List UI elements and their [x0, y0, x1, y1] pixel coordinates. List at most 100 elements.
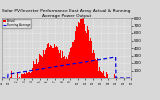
Bar	[11, 71, 12, 78]
Bar	[92, 52, 93, 78]
Bar	[89, 42, 90, 78]
Bar	[59, 48, 60, 78]
Title: Solar PV/Inverter Performance East Array Actual & Running Average Power Output: Solar PV/Inverter Performance East Array…	[2, 9, 131, 18]
Bar	[87, 26, 88, 78]
Bar	[96, 60, 97, 78]
Bar	[79, 23, 80, 78]
Bar	[66, 57, 67, 78]
Bar	[107, 74, 108, 78]
Bar	[83, 18, 84, 78]
Bar	[97, 58, 98, 78]
Bar	[74, 40, 75, 78]
Bar	[49, 46, 50, 78]
Bar	[114, 74, 115, 78]
Bar	[30, 73, 31, 78]
Bar	[35, 64, 36, 78]
Bar	[17, 72, 18, 78]
Bar	[80, 19, 81, 78]
Bar	[77, 27, 78, 78]
Bar	[104, 77, 105, 78]
Bar	[25, 74, 26, 78]
Bar	[88, 30, 89, 78]
Bar	[58, 50, 59, 78]
Bar	[44, 54, 45, 78]
Bar	[93, 50, 94, 78]
Bar	[27, 73, 28, 78]
Bar	[71, 47, 72, 78]
Bar	[65, 58, 66, 78]
Bar	[68, 55, 69, 78]
Bar	[103, 70, 104, 78]
Bar	[13, 74, 14, 78]
Bar	[26, 71, 27, 78]
Bar	[62, 54, 63, 78]
Bar	[95, 59, 96, 78]
Bar	[86, 33, 87, 78]
Bar	[24, 73, 25, 78]
Bar	[81, 19, 82, 78]
Bar	[55, 47, 56, 78]
Bar	[36, 59, 37, 78]
Bar	[51, 46, 52, 78]
Bar	[45, 50, 46, 78]
Bar	[32, 68, 33, 78]
Bar	[75, 36, 76, 78]
Bar	[98, 71, 99, 78]
Bar	[102, 73, 103, 78]
Bar	[34, 64, 35, 78]
Bar	[115, 77, 116, 78]
Bar	[29, 72, 30, 78]
Bar	[41, 56, 42, 78]
Bar	[19, 77, 20, 78]
Bar	[21, 74, 22, 78]
Bar	[67, 59, 68, 78]
Bar	[38, 62, 39, 78]
Bar	[68, 52, 69, 78]
Bar	[101, 74, 102, 78]
Bar	[90, 38, 91, 78]
Bar	[22, 74, 23, 78]
Bar	[91, 41, 92, 78]
Bar	[53, 48, 54, 78]
Bar	[63, 57, 64, 78]
Bar	[47, 44, 48, 78]
Bar	[95, 60, 96, 78]
Bar	[46, 48, 47, 78]
Bar	[76, 26, 77, 78]
Bar	[111, 76, 112, 78]
Bar	[70, 48, 71, 78]
Bar	[43, 50, 44, 78]
Bar	[54, 44, 55, 78]
Bar	[60, 50, 61, 78]
Bar	[40, 55, 41, 78]
Bar	[31, 72, 32, 78]
Bar	[82, 18, 83, 78]
Bar	[99, 67, 100, 78]
Bar	[105, 76, 106, 78]
Bar	[98, 67, 99, 78]
Bar	[23, 68, 24, 78]
Bar	[106, 72, 107, 78]
Bar	[100, 71, 101, 78]
Bar	[61, 58, 62, 78]
Bar	[50, 45, 51, 78]
Bar	[28, 72, 29, 78]
Bar	[48, 43, 49, 78]
Bar	[52, 49, 53, 78]
Bar	[56, 46, 57, 78]
Bar	[37, 64, 38, 78]
Bar	[72, 42, 73, 78]
Bar	[10, 72, 11, 78]
Bar	[42, 57, 43, 78]
Bar	[85, 31, 86, 78]
Bar	[94, 53, 95, 78]
Bar	[78, 22, 79, 78]
Bar	[39, 54, 40, 78]
Bar	[84, 24, 85, 78]
Bar	[69, 52, 70, 78]
Legend: Actual, Running Average: Actual, Running Average	[2, 19, 31, 28]
Bar	[33, 61, 34, 78]
Bar	[64, 56, 65, 78]
Bar	[73, 42, 74, 78]
Bar	[57, 47, 58, 78]
